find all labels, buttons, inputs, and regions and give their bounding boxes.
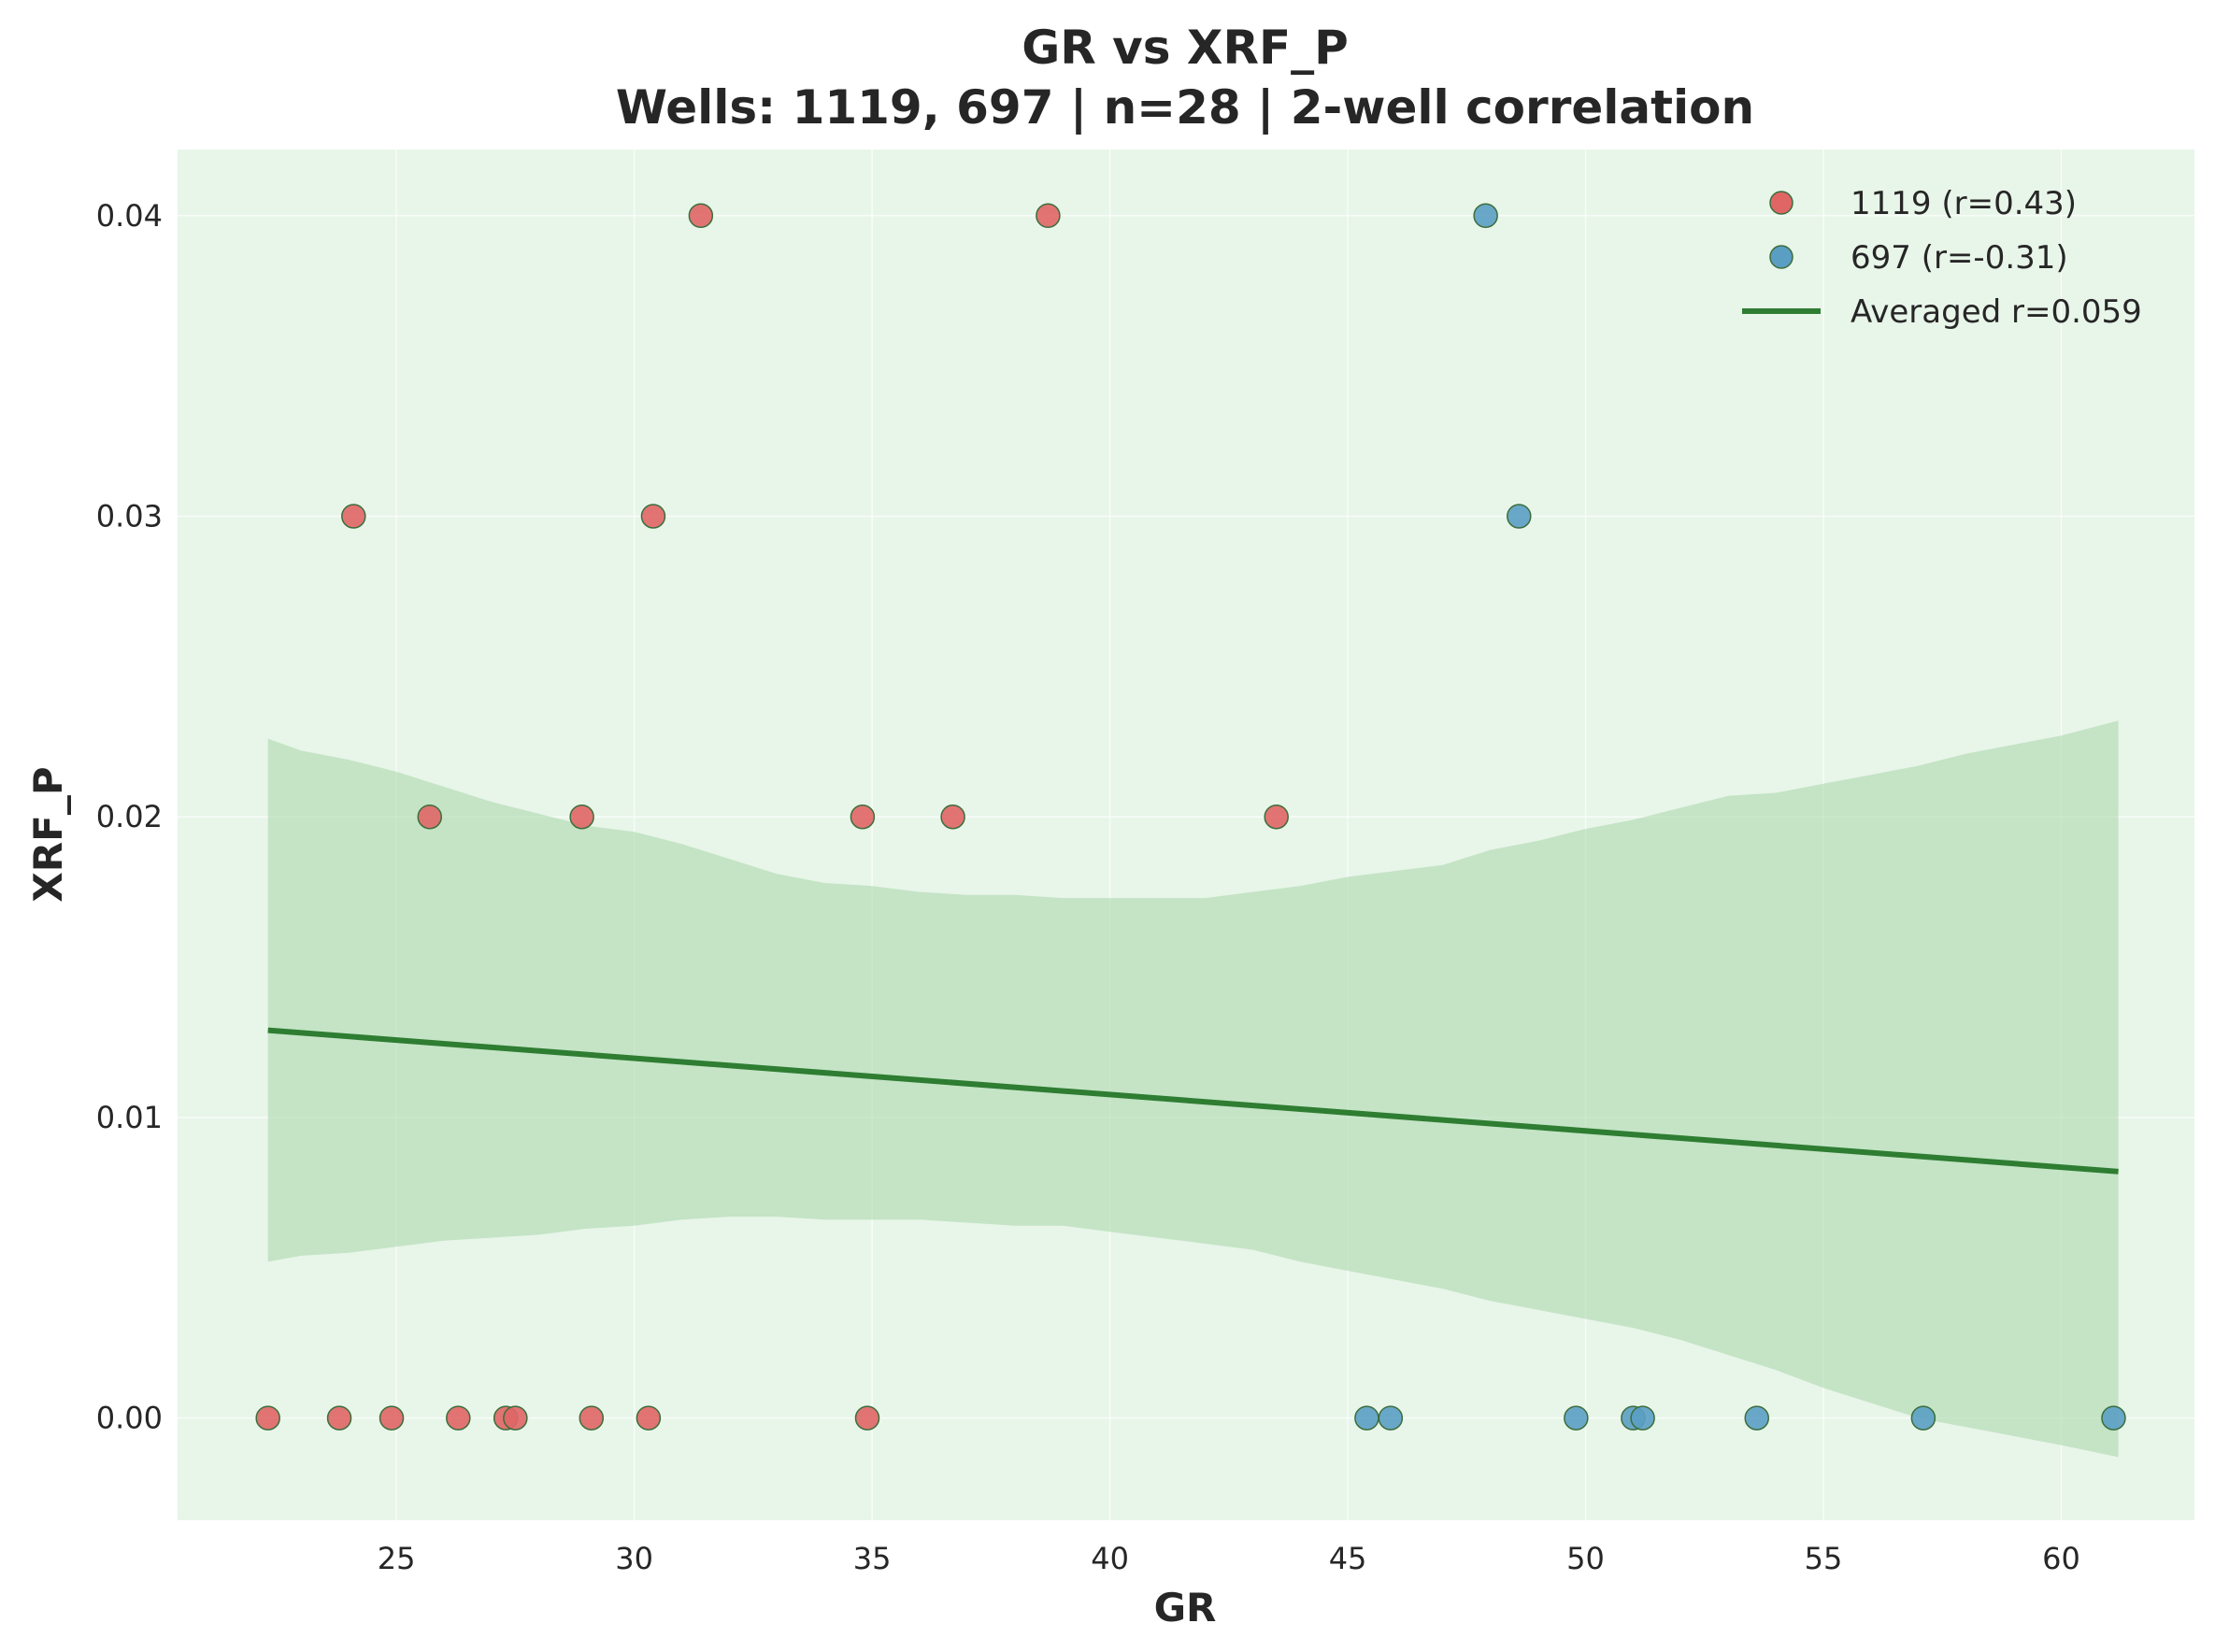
confidence-band: [267, 720, 2119, 1458]
data-point-1119: [688, 203, 714, 229]
data-point-1119: [850, 804, 876, 830]
y-tick-label: 0.01: [96, 1100, 163, 1135]
x-tick-label: 25: [378, 1541, 416, 1576]
x-tick-label: 35: [853, 1541, 892, 1576]
data-point-1119: [446, 1405, 471, 1431]
x-axis-label: GR: [1154, 1585, 1217, 1631]
chart-title: GR vs XRF_P: [1022, 21, 1349, 75]
data-point-1119: [1264, 804, 1289, 830]
legend-label-1119: 1119 (r=0.43): [1851, 185, 2077, 222]
data-point-697: [1744, 1405, 1770, 1431]
y-tick-label: 0.02: [96, 799, 163, 834]
y-axis-ticks: 0.00 0.01 0.02 0.03 0.04: [96, 198, 163, 1436]
data-point-1119: [326, 1405, 352, 1431]
data-point-1119: [503, 1405, 528, 1431]
x-tick-label: 50: [1566, 1541, 1605, 1576]
confidence-band-layer: [267, 720, 2119, 1458]
data-point-697: [1354, 1405, 1379, 1431]
data-point-1119: [636, 1405, 662, 1431]
x-tick-label: 55: [1805, 1541, 1843, 1576]
points-layer: [255, 203, 2126, 1431]
y-tick-label: 0.00: [96, 1401, 163, 1436]
data-point-697: [1378, 1405, 1404, 1431]
data-point-1119: [640, 504, 666, 529]
data-point-1119: [379, 1405, 405, 1431]
legend-label-averaged: Averaged r=0.059: [1851, 293, 2142, 331]
x-tick-label: 40: [1091, 1541, 1129, 1576]
y-tick-label: 0.03: [96, 498, 163, 534]
data-point-1119: [569, 804, 594, 830]
fit-line: [267, 1027, 2119, 1175]
data-point-697: [1630, 1405, 1655, 1431]
fit-line-layer: [267, 1027, 2119, 1175]
data-point-697: [1564, 1405, 1589, 1431]
chart-subtitle: Wells: 1119, 697 | n=28 | 2-well correla…: [616, 80, 1754, 135]
data-point-1119: [417, 804, 442, 830]
y-axis-label: XRF_P: [25, 766, 71, 902]
legend-label-697: 697 (r=-0.31): [1851, 239, 2068, 277]
data-point-1119: [854, 1405, 880, 1431]
data-point-697: [2101, 1405, 2126, 1431]
legend: 1119 (r=0.43) 697 (r=-0.31) Averaged r=0…: [1742, 185, 2142, 331]
data-point-1119: [341, 504, 366, 529]
x-tick-label: 45: [1329, 1541, 1367, 1576]
data-point-1119: [1036, 203, 1061, 229]
data-point-697: [1910, 1405, 1936, 1431]
x-axis-ticks: 25 30 35 40 45 50 55 60: [378, 1541, 2080, 1576]
legend-marker-1119: [1769, 191, 1793, 215]
data-point-1119: [940, 804, 965, 830]
legend-marker-697: [1769, 245, 1793, 269]
x-tick-label: 60: [2042, 1541, 2080, 1576]
data-point-697: [1507, 504, 1532, 529]
data-point-1119: [255, 1405, 280, 1431]
data-point-1119: [579, 1405, 605, 1431]
data-point-697: [1473, 203, 1498, 229]
y-tick-label: 0.04: [96, 198, 163, 234]
x-tick-label: 30: [615, 1541, 653, 1576]
